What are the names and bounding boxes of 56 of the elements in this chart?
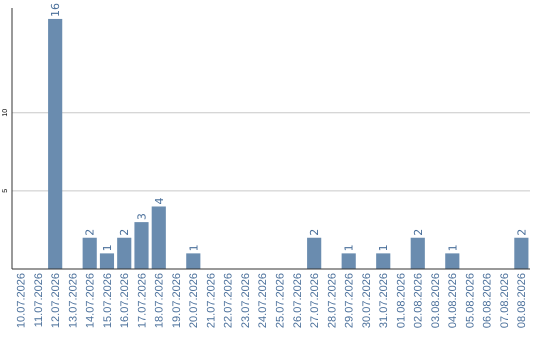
x-tick-label: 05.08.2026 xyxy=(464,273,476,328)
x-tick-label: 21.07.2026 xyxy=(205,273,218,328)
x-tick-label: 16.07.2026 xyxy=(119,273,132,328)
data-label: 3 xyxy=(136,213,148,220)
x-tick-label: 18.07.2026 xyxy=(154,273,166,328)
x-tick-label: 08.08.2026 xyxy=(516,273,528,328)
bar xyxy=(445,253,460,269)
data-label: 2 xyxy=(515,228,528,236)
data-label: 1 xyxy=(187,244,200,252)
bar xyxy=(82,238,97,269)
data-label: 1 xyxy=(342,244,356,252)
bar xyxy=(117,238,132,269)
x-tick-label: 14.07.2026 xyxy=(84,273,97,328)
data-label: 4 xyxy=(152,197,166,204)
data-label: 2 xyxy=(308,228,322,236)
x-tick-label: 30.07.2026 xyxy=(360,273,373,328)
x-tick-label: 25.07.2026 xyxy=(274,273,286,328)
data-label: 1 xyxy=(446,244,460,252)
x-tick-label: 10.07.2026 xyxy=(15,273,28,328)
bar xyxy=(514,238,528,269)
x-tick-label: 15.07.2026 xyxy=(102,273,114,328)
x-tick-label: 03.08.2026 xyxy=(430,273,442,328)
x-tick-label: 31.07.2026 xyxy=(378,273,390,328)
bar xyxy=(342,253,356,269)
x-tick-label: 13.07.2026 xyxy=(67,273,80,328)
data-label: 2 xyxy=(84,228,97,236)
x-tick-label: 06.08.2026 xyxy=(482,273,494,328)
bar xyxy=(186,253,200,269)
x-tick-label: 19.07.2026 xyxy=(170,273,183,328)
x-tick-label: 24.07.2026 xyxy=(257,273,270,328)
x-tick-label: 12.07.2026 xyxy=(50,273,62,328)
bar xyxy=(48,18,62,269)
data-label: 2 xyxy=(118,228,132,236)
x-tick-label: 26.07.2026 xyxy=(292,273,304,328)
x-tick-label: 23.07.2026 xyxy=(240,273,252,328)
x-tick-label: 02.08.2026 xyxy=(412,273,425,328)
data-label: 2 xyxy=(412,228,425,236)
x-tick-label: 29.07.2026 xyxy=(344,273,356,328)
bar xyxy=(134,222,149,269)
x-tick-label: 07.08.2026 xyxy=(498,273,511,328)
x-tick-label: 17.07.2026 xyxy=(136,273,148,328)
bar xyxy=(376,253,390,269)
x-tick-label: 01.08.2026 xyxy=(395,273,408,328)
bar xyxy=(100,253,114,269)
x-tick-label: 28.07.2026 xyxy=(326,273,338,328)
x-tick-label: 27.07.2026 xyxy=(309,273,322,328)
data-label: 1 xyxy=(377,244,390,252)
x-tick-label: 04.08.2026 xyxy=(447,273,460,328)
x-tick-label: 11.07.2026 xyxy=(32,273,45,328)
bar xyxy=(152,206,166,269)
x-tick-label: 22.07.2026 xyxy=(222,273,235,328)
data-label: 16 xyxy=(49,2,62,17)
bar xyxy=(307,238,322,269)
data-label: 1 xyxy=(100,244,114,252)
bar xyxy=(410,238,425,269)
x-tick-label: 20.07.2026 xyxy=(188,273,200,328)
